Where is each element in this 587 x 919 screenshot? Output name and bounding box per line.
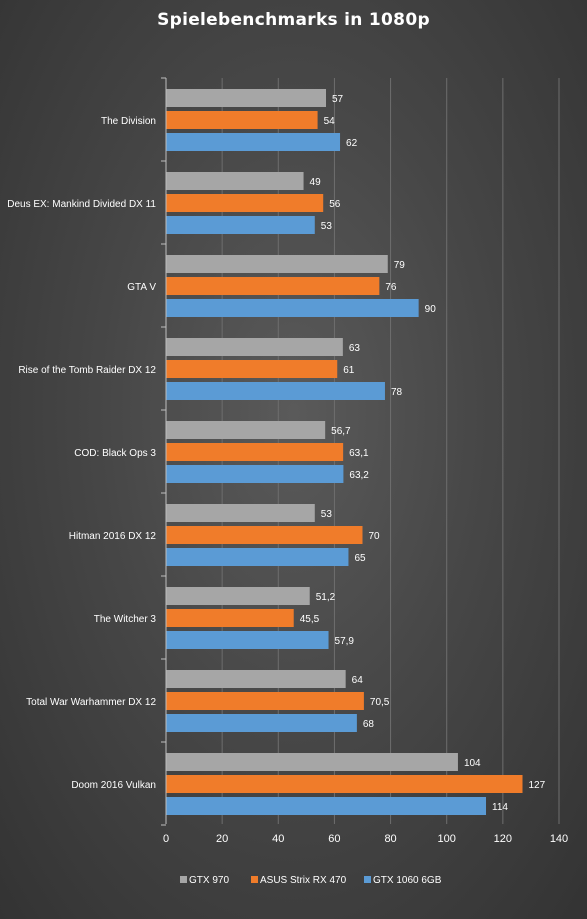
data-label: 62 [346,138,358,149]
x-tick-label: 120 [494,833,512,845]
data-label: 45,5 [300,614,320,625]
category-label: Rise of the Tomb Raider DX 12 [18,365,156,376]
category-label: Hitman 2016 DX 12 [69,531,157,542]
bar [166,631,329,649]
bar [166,338,343,356]
bar [166,714,357,732]
category-label: The Witcher 3 [94,614,157,625]
data-label: 51,2 [316,592,336,603]
legend-swatch [364,876,371,883]
data-label: 53 [321,221,333,232]
bar [166,465,344,483]
data-label: 54 [324,116,336,127]
legend-swatch [251,876,258,883]
bar [166,255,388,273]
x-tick-label: 20 [216,833,228,845]
legend: GTX 970 ASUS Strix RX 470 GTX 1060 6GB [180,875,442,886]
x-tick-label: 60 [328,833,340,845]
data-label: 79 [394,260,406,271]
bar [166,299,419,317]
legend-label: GTX 970 [189,875,229,886]
data-label: 57,9 [335,636,355,647]
data-label: 104 [464,758,481,769]
bar [166,775,523,793]
bar [166,443,344,461]
legend-label: ASUS Strix RX 470 [260,875,347,886]
bar [166,382,385,400]
bar [166,504,315,522]
data-label: 76 [385,282,397,293]
bar [166,172,304,190]
data-label: 90 [425,304,437,315]
data-label: 78 [391,387,403,398]
data-label: 63 [349,343,361,354]
data-label: 64 [352,675,364,686]
bar [166,421,326,439]
category-label: COD: Black Ops 3 [74,448,156,459]
bar [166,526,363,544]
bar [166,587,310,605]
bar [166,360,338,378]
bar [166,797,487,815]
data-label: 63,1 [349,448,369,459]
data-label: 65 [354,553,366,564]
chart-title: Spielebenchmarks in 1080p [157,10,430,30]
bar [166,111,318,129]
data-label: 57 [332,94,344,105]
category-label: GTA V [127,282,156,293]
data-label: 49 [310,177,322,188]
category-label: Doom 2016 Vulkan [71,780,156,791]
data-label: 70,5 [370,697,390,708]
data-label: 68 [363,719,375,730]
x-tick-label: 80 [384,833,396,845]
category-label: The Division [101,116,156,127]
bars: 57 54 62 49 56 53 79 76 90 63 61 78 56,7 63,1 63,2 53 70… [166,89,546,815]
x-tick-label: 40 [272,833,284,845]
data-label: 114 [492,802,508,813]
bar [166,216,315,234]
data-label: 70 [369,531,381,542]
data-label: 56 [329,199,341,210]
category-label: Total War Warhammer DX 12 [26,697,156,708]
legend-swatch [180,876,187,883]
x-tick-label: 140 [550,833,568,845]
bar [166,89,327,107]
bar [166,692,364,710]
data-label: 61 [343,365,355,376]
x-tick-label: 0 [163,833,169,845]
axes: 0 20 40 60 80 100 120 140 The Division Deus EX: M… [7,77,568,845]
bar [166,194,324,212]
legend-label: GTX 1060 6GB [373,875,442,886]
data-label: 127 [529,780,546,791]
data-label: 53 [321,509,333,520]
x-tick-label: 100 [438,833,456,845]
category-label: Deus EX: Mankind Divided DX 11 [7,199,156,210]
bar [166,277,380,295]
data-label: 63,2 [349,470,369,481]
bar [166,670,346,688]
data-label: 56,7 [331,426,351,437]
bar [166,609,294,627]
bar [166,753,458,771]
bar [166,133,341,151]
bar [166,548,349,566]
